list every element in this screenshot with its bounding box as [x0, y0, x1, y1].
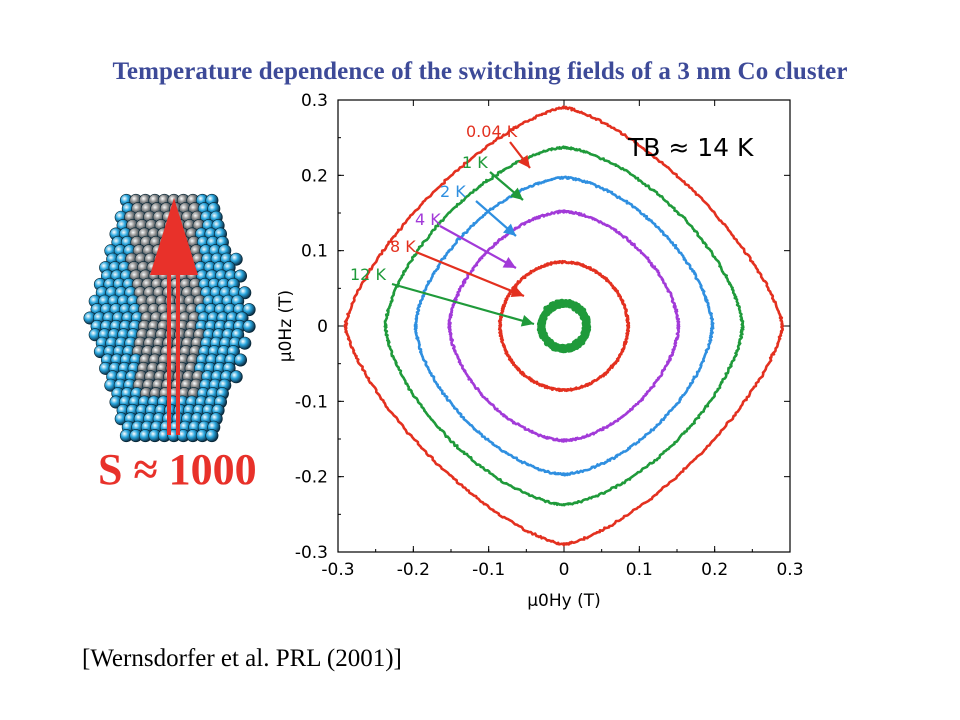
x-tick-label: 0	[559, 560, 570, 580]
series-curve	[343, 105, 785, 547]
arrowhead-icon	[502, 256, 516, 268]
atom	[229, 252, 243, 266]
series-labels: 0.04 K 1 K 2 K 4 K 8 K12 K	[350, 122, 535, 327]
y-tick-label: -0.3	[295, 543, 328, 563]
atom	[229, 370, 243, 384]
atom	[205, 429, 219, 443]
series-curve	[383, 145, 745, 507]
x-tick-label: 0.2	[701, 560, 728, 580]
series-curve	[536, 298, 592, 354]
series-label: 8 K	[390, 237, 416, 256]
series-curve	[447, 209, 681, 443]
blocking-temperature-annotation: TB ≈ 14 K	[627, 133, 754, 162]
atom	[242, 319, 256, 333]
y-tick-label: 0.3	[301, 91, 328, 111]
y-tick-label: -0.1	[295, 392, 328, 412]
citation: [Wernsdorfer et al. PRL (2001)]	[82, 645, 402, 672]
series-label: 12 K	[350, 265, 386, 284]
series-label: 1 K	[462, 153, 488, 172]
series-pointer-arrow	[439, 225, 517, 269]
astroid-curves	[343, 105, 785, 547]
y-tick-label: 0.2	[301, 166, 328, 186]
page-title: Temperature dependence of the switching …	[112, 58, 848, 85]
x-tick-label: 0.3	[776, 560, 803, 580]
axis-ticks	[337, 99, 791, 553]
arrowhead-icon	[503, 223, 516, 236]
y-tick-label: -0.2	[295, 468, 328, 488]
series-pointer-arrow	[415, 250, 525, 298]
atom	[234, 353, 248, 367]
switching-field-chart: -0.3 -0.2 -0.1 0 0.1 0.2 0.3 0.3 0.2 0.1 0 -0.1 -0.2…	[276, 91, 804, 611]
spin-arrow-icon	[150, 198, 198, 435]
atom	[242, 303, 256, 317]
series-curve	[497, 259, 631, 393]
series-curve	[413, 175, 715, 477]
x-tick-label: -0.1	[472, 560, 505, 580]
series-label: 2 K	[440, 182, 466, 201]
tick-labels: -0.3 -0.2 -0.1 0 0.1 0.2 0.3 0.3 0.2 0.1 0 -0.1 -0.2…	[295, 91, 804, 580]
x-axis-label: μ0Hy (T)	[527, 591, 601, 611]
series-label: 4 K	[415, 210, 441, 229]
y-axis-label: μ0Hz (T)	[276, 290, 296, 362]
series-pointer-arrow	[391, 282, 535, 326]
series-label: 0.04 K	[466, 122, 518, 141]
arrowhead-icon	[509, 187, 523, 200]
atom	[238, 286, 252, 300]
atom	[238, 336, 252, 350]
x-tick-label: -0.2	[397, 560, 430, 580]
arrowhead-icon	[517, 154, 530, 168]
x-tick-label: 0.1	[626, 560, 653, 580]
cluster-illustration	[83, 193, 256, 443]
x-tick-label: -0.3	[321, 560, 354, 580]
plot-frame	[337, 99, 791, 553]
arrowhead-icon	[510, 285, 524, 298]
spin-value-label: S ≈ 1000	[98, 445, 257, 494]
y-tick-label: 0	[317, 317, 328, 337]
atom	[234, 269, 248, 283]
y-tick-label: 0.1	[301, 242, 328, 262]
arrowhead-icon	[520, 314, 534, 327]
